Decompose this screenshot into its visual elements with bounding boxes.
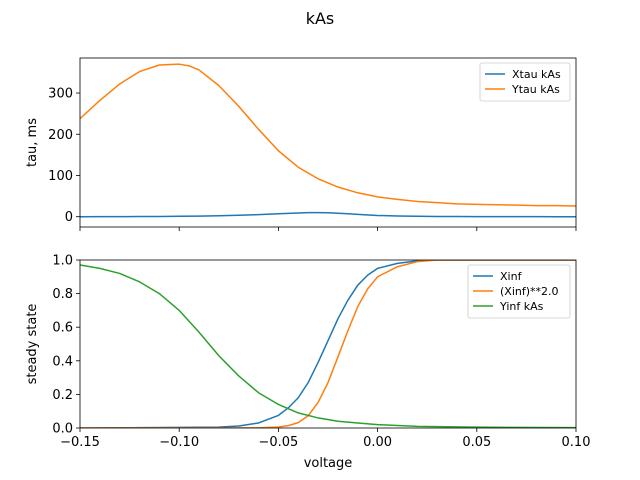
x-tick-label: −0.15: [60, 435, 100, 450]
legend-label: Ytau kAs: [511, 83, 560, 96]
series-line-2-3: [80, 264, 576, 428]
legend-label: Xtau kAs: [512, 68, 561, 81]
legend: Xtau kAs Ytau kAs: [479, 62, 571, 102]
y-tick-label: 300: [48, 87, 73, 102]
y-tick-label: 200: [48, 128, 73, 143]
y-tick-label: 0.2: [52, 388, 73, 403]
x-tick-label: −0.05: [258, 435, 298, 450]
x-tick-label: 0.00: [363, 435, 392, 450]
y-tick-label: 100: [48, 169, 73, 184]
legend-box: [479, 62, 571, 102]
series-line-2-1: [80, 260, 576, 428]
legend-box: [467, 264, 571, 319]
legend-label: Xinf: [500, 270, 523, 283]
subplot-1: 0 100 200 300 tau, ms Xtau kAs Ytau kAs: [25, 57, 577, 231]
axes-frame: [79, 57, 577, 228]
axes-frame: [79, 259, 577, 429]
legend: Xinf (Xinf)**2.0 Yinf kAs: [467, 264, 571, 319]
y-tick-label: 0.4: [52, 354, 73, 369]
series-line-2-2: [80, 260, 576, 428]
y-tick-label: 0.8: [52, 287, 73, 302]
y-tick-label: 0.0: [52, 422, 73, 437]
subplot-2: −0.15 −0.10 −0.05 0.00 0.05 0.10 0.0 0.2 0.4 0.6 0…: [25, 254, 590, 472]
figure-title: kAs: [306, 9, 335, 28]
legend-label: Yinf kAs: [499, 300, 544, 313]
x-axis-label: voltage: [304, 456, 353, 471]
y-tick-label: 1.0: [52, 254, 73, 269]
x-tick-label: 0.05: [462, 435, 491, 450]
legend-label: (Xinf)**2.0: [500, 285, 559, 298]
y-axis-label: tau, ms: [25, 118, 40, 167]
series-line-1-2: [80, 63, 576, 207]
series-line-1-1: [80, 211, 576, 218]
y-tick-label: 0: [65, 210, 73, 225]
y-tick-label: 0.6: [52, 321, 73, 336]
x-tick-label: −0.10: [159, 435, 199, 450]
y-axis-label: steady state: [25, 304, 40, 385]
x-tick-label: 0.10: [562, 435, 591, 450]
